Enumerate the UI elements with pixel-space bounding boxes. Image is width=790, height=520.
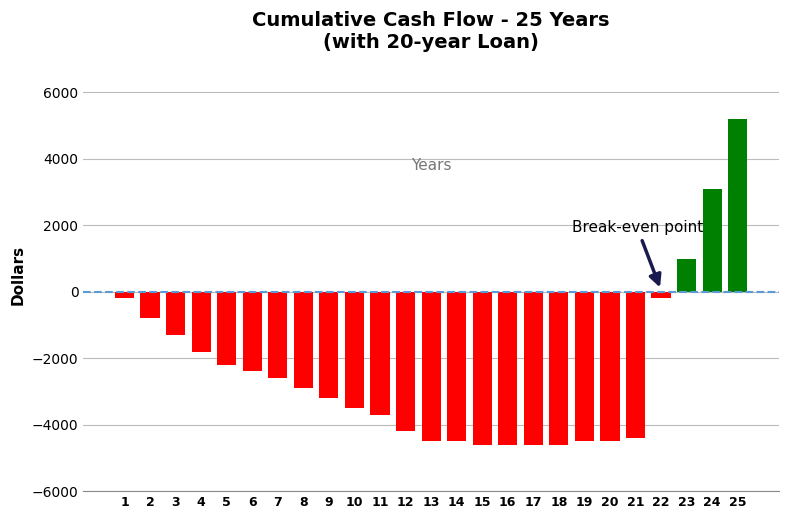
Bar xyxy=(702,189,722,292)
Bar xyxy=(268,292,288,378)
Bar xyxy=(166,292,185,335)
Bar xyxy=(575,292,594,441)
Bar xyxy=(422,292,441,441)
Bar xyxy=(243,292,261,371)
Bar xyxy=(345,292,364,408)
Bar xyxy=(371,292,389,414)
Title: Cumulative Cash Flow - 25 Years
(with 20-year Loan): Cumulative Cash Flow - 25 Years (with 20… xyxy=(252,11,610,52)
Bar xyxy=(626,292,645,438)
Bar xyxy=(677,258,696,292)
Bar xyxy=(472,292,491,445)
Text: Break-even point: Break-even point xyxy=(572,220,703,284)
Bar xyxy=(447,292,466,441)
Bar xyxy=(141,292,160,318)
Bar xyxy=(498,292,517,445)
Bar xyxy=(294,292,313,388)
Bar xyxy=(191,292,211,352)
Text: Years: Years xyxy=(411,158,451,173)
Bar xyxy=(396,292,415,431)
Bar xyxy=(728,119,747,292)
Bar xyxy=(115,292,134,298)
Bar xyxy=(652,292,671,298)
Bar xyxy=(524,292,543,445)
Bar xyxy=(217,292,236,365)
Y-axis label: Dollars: Dollars xyxy=(11,245,26,305)
Bar xyxy=(600,292,619,441)
Bar xyxy=(549,292,569,445)
Bar xyxy=(319,292,338,398)
